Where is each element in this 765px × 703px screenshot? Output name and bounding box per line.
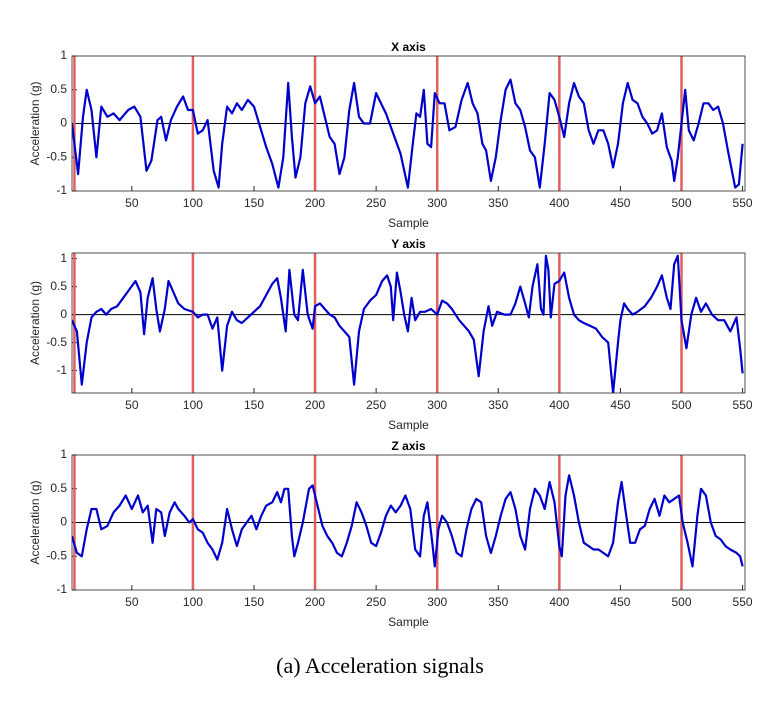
x-tick-label: 550 [733, 196, 753, 210]
y-axis-label: Acceleration (g) [28, 281, 42, 365]
signal-line [72, 254, 744, 393]
subplot-title: Y axis [391, 237, 426, 251]
y-tick-label: -0.5 [46, 548, 67, 562]
x-tick-label: 450 [610, 196, 630, 210]
x-tick-label: 250 [366, 595, 386, 609]
y-tick-label: -0.5 [46, 149, 67, 163]
y-tick-label: 0 [60, 116, 67, 130]
x-tick-label: 100 [183, 595, 203, 609]
x-axis-label: Sample [388, 418, 429, 432]
signal-line [72, 78, 744, 189]
y-tick-label: -1 [56, 363, 67, 377]
x-tick-label: 100 [183, 196, 203, 210]
x-tick-label: 50 [125, 595, 139, 609]
x-tick-label: 400 [549, 398, 569, 412]
x-tick-label: 350 [488, 398, 508, 412]
axes-box [71, 252, 746, 394]
x-tick-label: 450 [610, 398, 630, 412]
subplot: Y axis Sample Acceleration (g) 50 100 150 200 2… [28, 237, 753, 432]
y-tick-label: -1 [56, 582, 67, 596]
x-tick-label: 250 [366, 398, 386, 412]
x-tick-label: 500 [671, 196, 691, 210]
y-tick-label: 0 [60, 515, 67, 529]
x-tick-label: 300 [427, 595, 447, 609]
x-tick-label: 200 [305, 595, 325, 609]
x-tick-label: 500 [671, 595, 691, 609]
subplot: Z axis Sample Acceleration (g) 50 100 150 200 2… [28, 439, 753, 629]
x-axis-label: Sample [388, 615, 429, 629]
x-tick-label: 150 [244, 196, 264, 210]
signal-line [72, 474, 744, 568]
x-tick-label: 550 [733, 398, 753, 412]
y-axis-label: Acceleration (g) [28, 480, 42, 564]
y-tick-label: 0.5 [50, 279, 67, 293]
y-tick-label: 1 [60, 48, 67, 62]
caption: (a) Acceleration signals [276, 653, 484, 678]
x-tick-label: 400 [549, 196, 569, 210]
subplot-title: Z axis [391, 439, 425, 453]
x-axis-label: Sample [388, 216, 429, 230]
y-tick-label: 0 [60, 307, 67, 321]
x-tick-label: 200 [305, 196, 325, 210]
y-tick-label: 0.5 [50, 82, 67, 96]
x-tick-label: 550 [733, 595, 753, 609]
y-tick-label: -0.5 [46, 335, 67, 349]
subplot-title: X axis [391, 40, 426, 54]
x-tick-label: 200 [305, 398, 325, 412]
x-tick-label: 350 [488, 196, 508, 210]
y-tick-label: 1 [60, 447, 67, 461]
x-tick-label: 50 [125, 196, 139, 210]
y-axis-label: Acceleration (g) [28, 81, 42, 165]
axes-box [71, 454, 746, 591]
x-tick-label: 150 [244, 595, 264, 609]
x-tick-label: 450 [610, 595, 630, 609]
x-tick-label: 50 [125, 398, 139, 412]
x-tick-label: 300 [427, 196, 447, 210]
x-tick-label: 350 [488, 595, 508, 609]
x-tick-label: 400 [549, 595, 569, 609]
x-tick-label: 100 [183, 398, 203, 412]
axes-box [71, 55, 746, 192]
y-tick-label: 1 [60, 251, 67, 265]
x-tick-label: 150 [244, 398, 264, 412]
x-tick-label: 500 [671, 398, 691, 412]
y-tick-label: -1 [56, 183, 67, 197]
x-tick-label: 250 [366, 196, 386, 210]
y-tick-label: 0.5 [50, 481, 67, 495]
subplot: X axis Sample Acceleration (g) 50 100 150 200 2… [28, 40, 753, 230]
x-tick-label: 300 [427, 398, 447, 412]
